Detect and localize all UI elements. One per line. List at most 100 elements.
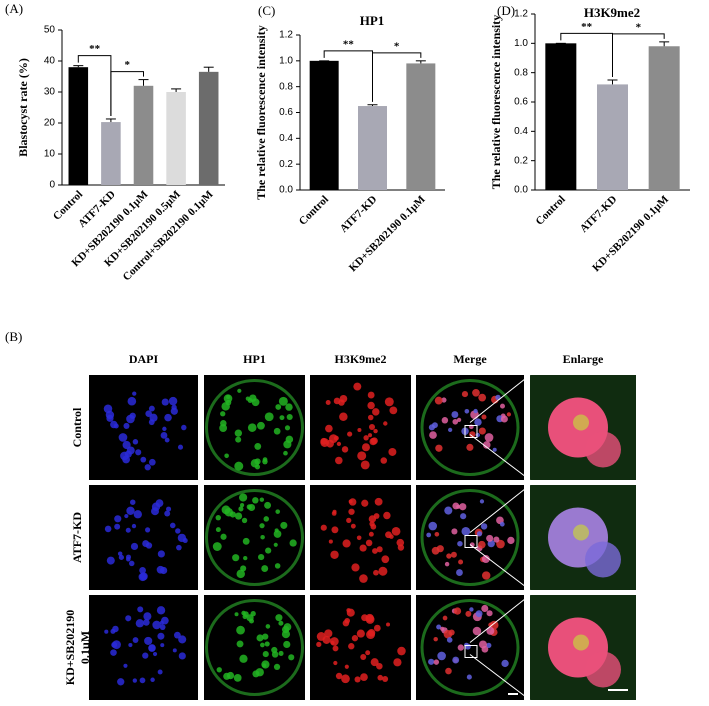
nucleus [139,677,146,684]
nucleus [283,440,292,449]
y-tick-label: 20 [44,118,56,129]
error-bar [367,104,378,107]
nucleus [478,540,486,549]
nucleus [114,523,121,530]
nucleus [342,539,351,548]
enlarged-nucleus [585,651,621,688]
nucleus [251,398,260,407]
error-bar [73,65,84,68]
nucleus [125,527,131,533]
bar [101,122,121,185]
nucleus [456,569,463,576]
nucleus [388,447,397,456]
nucleus [171,404,177,411]
significance-bracket [110,71,144,116]
nucleus [259,497,265,502]
nucleus [137,606,144,613]
chart-title: HP1 [360,13,385,28]
nucleus [331,510,337,516]
nucleus [384,397,394,407]
error-bar [659,41,670,47]
nucleus [347,431,353,437]
nucleus [234,429,242,437]
nucleus [380,457,388,464]
nucleus [126,506,135,516]
nucleus [397,646,406,656]
nucleus [273,530,282,538]
nucleus [482,571,491,580]
nucleus [160,643,165,648]
nucleus [152,651,158,657]
nucleus [182,538,188,544]
significance-label: * [636,21,642,33]
bar [406,63,436,190]
nucleus [178,652,186,660]
nucleus [446,553,452,559]
nucleus [262,458,268,465]
nucleus [473,408,478,414]
nucleus [233,674,242,682]
nucleus [181,424,187,431]
nucleus [506,412,512,417]
nucleus [369,521,375,527]
nucleus [145,527,151,533]
nucleus [275,509,281,514]
nucleus [360,460,370,470]
nucleus [368,531,374,537]
nucleus [457,540,463,547]
nucleus [283,450,288,456]
nucleus [456,417,462,422]
embryo [205,489,304,586]
nucleus [220,411,226,417]
nucleus [110,649,117,656]
nucleus [262,633,269,640]
nucleus [446,637,453,643]
nucleus [161,398,169,406]
nucleus [173,631,181,639]
nucleus [479,499,485,504]
nucleus [105,410,115,420]
nucleus [144,464,151,471]
nucleus [125,615,132,622]
nucleus [460,513,467,520]
nucleus [234,512,243,520]
nucleus [156,606,166,615]
nucleus [257,421,265,430]
nucleus [351,563,360,572]
nucleus [478,640,487,649]
row-label: Control [70,407,84,447]
nucleus [177,444,184,450]
error-bar [415,60,426,64]
nucleus [461,391,469,398]
error-bar [105,118,116,123]
nucleus [346,517,352,524]
nucleus [457,644,464,651]
nucleus [236,569,245,579]
nucleus [112,625,119,633]
y-tick-label: 0.4 [279,133,293,144]
y-tick-label: 40 [44,56,56,67]
nucleus [159,624,166,631]
y-axis-label: The relative fluorescence intensity [254,25,268,200]
nucleus [157,669,163,675]
y-tick-label: 0.8 [514,67,528,78]
nucleus [140,456,147,463]
nucleus [262,651,269,658]
nucleus [441,417,449,424]
nucleus [243,611,249,617]
nucleus [500,415,508,423]
nucleus [360,654,367,660]
nucleus [254,458,261,465]
nucleus [335,672,343,680]
nucleus [252,497,259,504]
nucleus [436,624,442,630]
nucleus [126,446,135,455]
nucleus [486,534,494,542]
nucleus [261,660,270,669]
micrograph [416,485,524,590]
nucleus [335,456,343,465]
nucleus [215,514,221,521]
nucleus [458,559,464,565]
nucleus [122,440,131,450]
nucleus [320,437,328,445]
